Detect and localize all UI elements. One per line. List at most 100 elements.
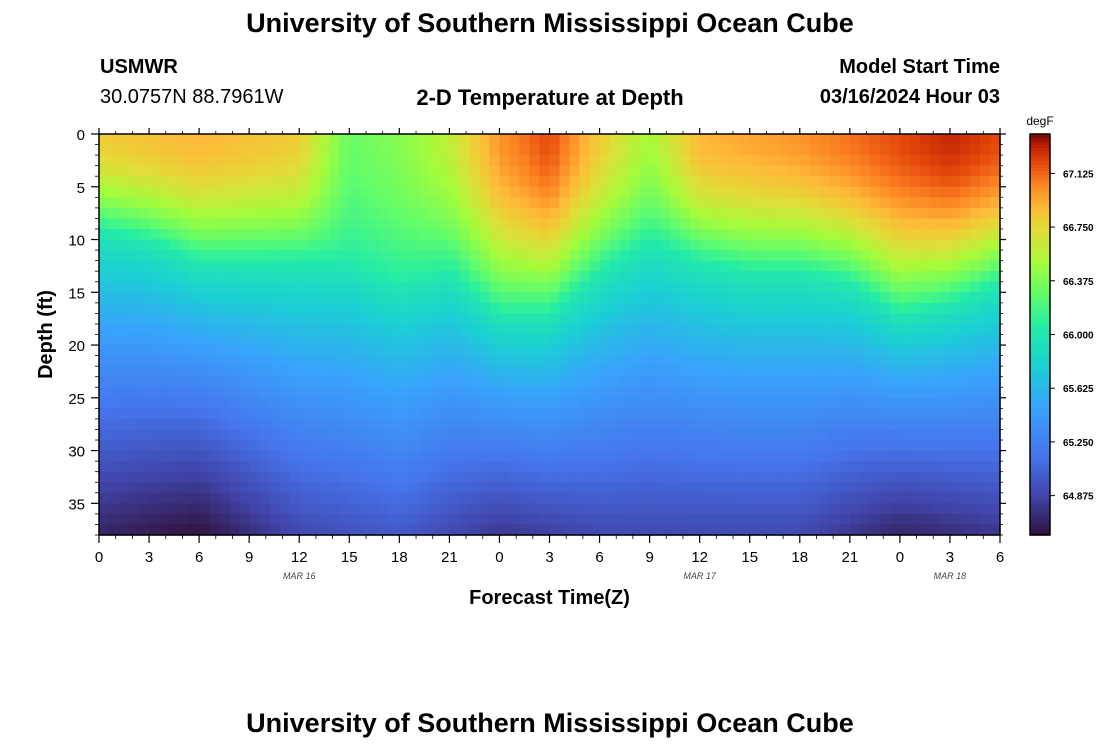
heatmap-cell [809,334,821,346]
heatmap-cell [789,313,801,325]
heatmap-cell [329,165,340,177]
heatmap-cell [419,376,430,388]
heatmap-cell [709,165,721,177]
y-tick-label: 35 [68,496,85,513]
heatmap-cell [529,292,541,304]
heatmap-cell [599,492,611,504]
heatmap-cell [509,218,521,230]
heatmap-cell [759,250,771,262]
heatmap-cell [339,524,350,536]
heatmap-cell [289,429,300,441]
heatmap-cell [369,207,380,220]
heatmap-cell [929,271,941,283]
heatmap-cell [799,292,811,304]
heatmap-cell [639,376,651,388]
colorbar-segment [1030,431,1050,436]
heatmap-cell [519,387,531,399]
heatmap-cell [499,144,511,156]
heatmap-cell [599,376,611,388]
heatmap-cell [709,250,721,262]
colorbar-segment [1030,371,1050,376]
heatmap-cell [649,450,661,462]
heatmap-cell [989,513,1001,526]
heatmap-cell [929,450,941,462]
heatmap-cell [379,450,390,462]
heatmap-cell [479,376,491,388]
heatmap-cell [879,366,891,378]
heatmap-cell [939,524,951,536]
heatmap-cell [749,207,761,220]
heatmap-cell [949,302,961,314]
x-tick-label: 18 [391,549,408,566]
heatmap-cell [869,450,881,462]
x-tick-label: 15 [341,549,358,566]
heatmap-cell [699,450,711,462]
heatmap-cell [959,440,971,452]
heatmap-cell [579,302,591,314]
heatmap-cell [959,176,971,188]
heatmap-cell [189,176,200,188]
heatmap-cell [229,376,240,388]
heatmap-cell [829,376,841,388]
heatmap-cell [719,492,731,504]
heatmap-cell [499,281,511,293]
heatmap-cell [259,524,270,536]
heatmap-cell [529,418,541,431]
heatmap-cell [849,186,861,198]
heatmap-cell [379,302,390,314]
heatmap-cell [619,144,631,156]
heatmap-cell [389,250,400,262]
heatmap-cell [279,513,290,526]
heatmap-cell [519,492,531,504]
heatmap-cell [939,228,951,241]
heatmap-cell [919,397,931,409]
heatmap-cell [489,429,501,441]
heatmap-cell [369,228,380,241]
heatmap-cell [639,197,651,209]
heatmap-cell [639,471,651,483]
heatmap-cell [879,503,891,515]
heatmap-cell [299,186,310,198]
heatmap-cell [899,207,911,220]
heatmap-cell [139,228,150,241]
heatmap-cell [539,271,551,283]
heatmap-cell [729,471,741,483]
heatmap-cell [429,524,440,536]
heatmap-cell [749,418,761,431]
heatmap-cell [169,387,180,399]
heatmap-cell [759,155,771,167]
heatmap-cell [429,397,440,409]
heatmap-cell [639,207,651,220]
heatmap-cell [339,260,350,272]
heatmap-cell [789,144,801,156]
heatmap-cell [399,144,410,156]
heatmap-cell [199,186,210,198]
heatmap-cell [549,197,561,209]
heatmap-cell [169,144,180,156]
heatmap-cell [249,418,260,431]
heatmap-cell [689,323,701,336]
heatmap-cell [669,250,681,262]
heatmap-cell [709,239,721,251]
heatmap-cell [129,302,140,314]
heatmap-cell [439,513,450,526]
colorbar-tick-label: 64.875 [1063,492,1094,503]
heatmap-cell [499,207,511,220]
heatmap-cell [859,207,871,220]
heatmap-cell [669,524,681,536]
heatmap-cell [399,239,410,251]
heatmap-cell [159,492,170,504]
heatmap-cell [939,176,951,188]
heatmap-cell [629,323,641,336]
heatmap-cell [849,134,861,146]
heatmap-cell [419,345,430,357]
heatmap-cell [579,218,591,230]
heatmap-cell [859,408,871,420]
heatmap-cell [849,492,861,504]
heatmap-cell [919,482,931,494]
heatmap-cell [489,176,501,188]
heatmap-cell [429,440,440,452]
heatmap-cell [979,408,991,420]
heatmap-cell [799,408,811,420]
heatmap-cell [229,271,240,283]
